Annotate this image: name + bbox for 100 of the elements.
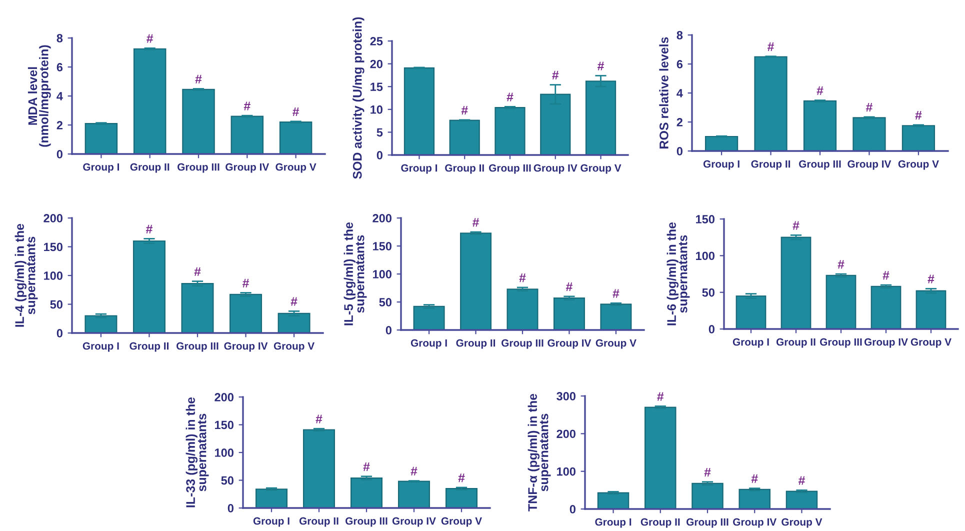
y-tick-label: 150: [215, 420, 234, 430]
x-tick-label: Group IV: [733, 518, 777, 528]
bar: [916, 290, 946, 329]
annotation: #: [146, 224, 153, 234]
y-tick-label: 8: [676, 31, 683, 40]
x-tick-label: Group II: [751, 160, 790, 170]
x-tick-label: Group II: [445, 164, 484, 174]
bar: [692, 482, 724, 509]
bar: [230, 116, 264, 154]
x-tick-label: Group III: [346, 517, 388, 527]
bar: [754, 56, 788, 151]
y-tick-label: 50: [221, 476, 234, 485]
y-tick-label: 100: [215, 448, 234, 457]
x-tick-label: Group II: [130, 342, 168, 352]
bar: [303, 429, 335, 508]
y-tick-label: 150: [44, 242, 62, 252]
annotation: #: [472, 218, 480, 227]
bar: [350, 477, 382, 508]
x-tick-label: Group III: [178, 163, 220, 173]
y-tick-label: 200: [44, 214, 62, 222]
annotation: #: [704, 468, 711, 477]
y-tick-label: 2: [676, 118, 682, 126]
annotation: #: [244, 102, 250, 110]
annotation: #: [195, 74, 202, 84]
y-tick-label: 50: [379, 298, 392, 306]
y-axis-title: IL-33 (pg/ml) in the supernatants: [186, 397, 209, 508]
bar: [704, 136, 738, 151]
y-axis-title: IL-4 (pg/ml) in the supernatants: [14, 224, 38, 327]
x-tick-label: Group I: [83, 163, 120, 173]
annotation: #: [792, 221, 800, 230]
bar: [84, 122, 118, 154]
bar: [494, 107, 526, 155]
bar: [902, 125, 936, 151]
y-tick-label: 150: [696, 215, 714, 224]
annotation: #: [506, 92, 514, 102]
bar: [449, 120, 480, 155]
annotation: #: [612, 289, 620, 298]
x-tick-label: Group IV: [392, 517, 436, 527]
bar: [738, 488, 770, 509]
y-tick-label: 300: [556, 392, 576, 400]
bar: [413, 306, 445, 330]
x-tick-label: Group IV: [534, 164, 578, 174]
annotation: #: [146, 34, 154, 43]
x-tick-label: Group IV: [224, 342, 268, 352]
annotation: #: [915, 111, 922, 120]
x-tick-label: Group III: [176, 342, 218, 352]
y-tick-label: 4: [676, 89, 683, 98]
bar: [446, 488, 478, 508]
annotation: #: [290, 297, 298, 306]
x-tick-label: Group II: [640, 518, 680, 528]
x-tick-label: Group I: [410, 339, 447, 349]
bar: [506, 288, 538, 330]
y-tick-label: 0: [56, 329, 62, 338]
annotation: #: [242, 278, 250, 288]
y-tick-label: 200: [556, 430, 576, 438]
x-tick-label: Group V: [782, 518, 822, 528]
annotation: #: [882, 271, 890, 280]
y-tick-label: 5: [376, 128, 383, 137]
bar: [278, 312, 310, 333]
bar: [597, 492, 630, 509]
y-tick-label: 200: [214, 393, 234, 402]
annotation: #: [316, 414, 322, 424]
annotation: #: [552, 70, 559, 80]
bar: [133, 48, 166, 154]
bar: [540, 94, 571, 155]
bar: [279, 122, 312, 154]
x-tick-label: Group I: [253, 517, 290, 527]
annotation: #: [363, 462, 370, 471]
y-tick-label: 0: [570, 505, 576, 514]
annotation: #: [410, 466, 418, 476]
annotation: #: [751, 474, 758, 483]
annotation: #: [194, 267, 201, 276]
annotation: #: [816, 86, 824, 95]
bar: [780, 236, 812, 329]
x-tick-label: Group V: [910, 338, 952, 348]
y-tick-label: 0: [376, 151, 382, 160]
x-tick-label: Group I: [595, 518, 632, 528]
x-tick-label: Group IV: [848, 160, 892, 170]
y-tick-label: 20: [370, 60, 382, 68]
bar: [644, 406, 676, 509]
y-tick-label: 6: [56, 63, 63, 72]
y-tick-label: 100: [44, 272, 62, 280]
x-tick-label: Group IV: [226, 163, 270, 173]
bar: [803, 100, 837, 151]
bar: [398, 480, 430, 508]
bar: [256, 488, 288, 508]
x-tick-label: Group V: [596, 339, 636, 349]
x-tick-label: Group V: [274, 342, 315, 352]
y-tick-label: 50: [50, 300, 62, 309]
x-tick-label: Group V: [441, 517, 482, 527]
y-tick-label: 0: [228, 504, 234, 512]
y-tick-label: 0: [676, 147, 682, 156]
x-tick-label: Group V: [580, 164, 622, 174]
annotation: #: [598, 62, 604, 70]
y-tick-label: 150: [373, 242, 392, 250]
x-tick-label: Group III: [502, 339, 544, 349]
annotation: #: [798, 476, 806, 485]
x-tick-label: Group V: [898, 160, 939, 170]
y-tick-label: 25: [370, 37, 383, 46]
x-tick-label: Group I: [703, 160, 740, 170]
